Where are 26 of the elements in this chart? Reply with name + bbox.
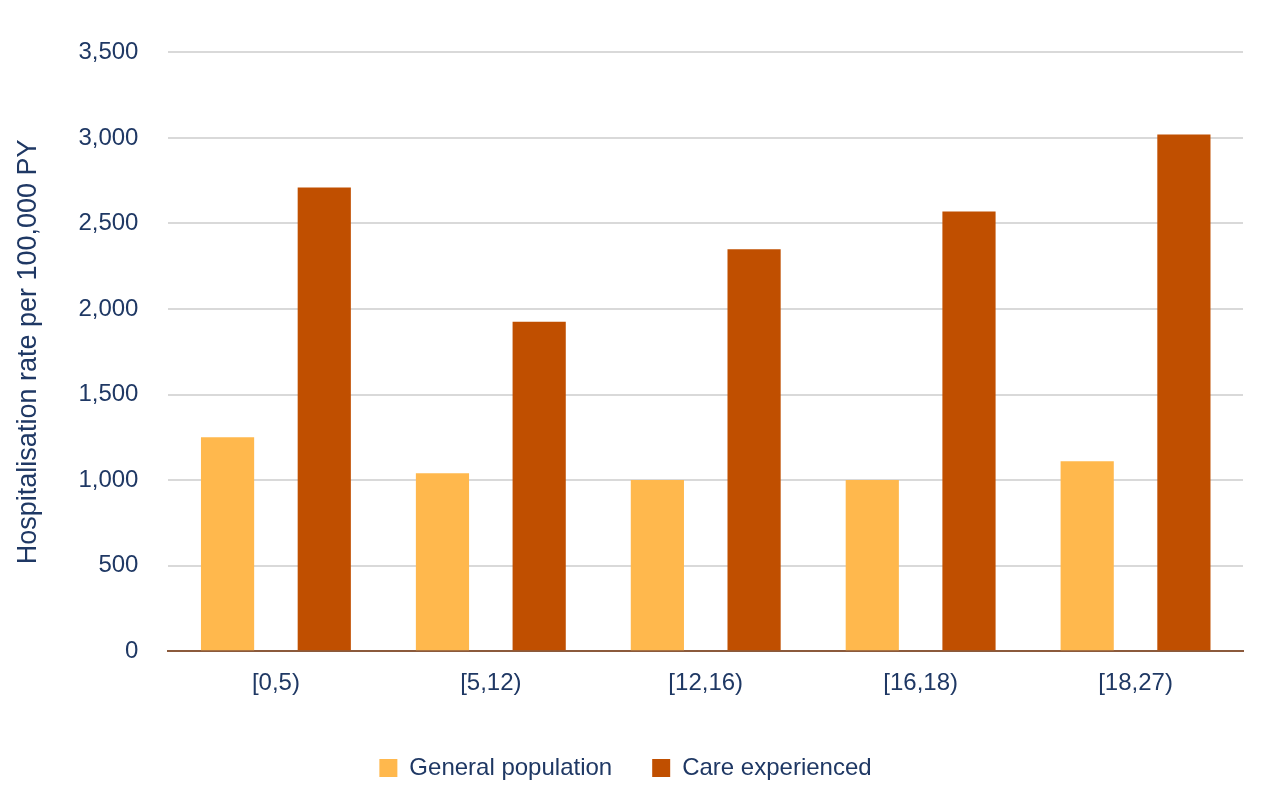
y-tick-label: 2,500 <box>78 208 139 236</box>
bar <box>1060 461 1114 651</box>
x-tick-label: [18,27) <box>1098 668 1173 696</box>
y-tick-label: 2,000 <box>78 293 139 321</box>
x-tick-label: [16,18) <box>883 668 958 696</box>
x-tick-label: [5,12) <box>460 668 522 696</box>
legend-label: Care experienced <box>682 752 872 780</box>
bar <box>512 321 566 651</box>
bar <box>297 187 351 651</box>
y-axis-title: Hospitalisation rate per 100,000 PY <box>11 139 42 565</box>
bar <box>727 249 781 651</box>
y-tick-label: 3,500 <box>78 37 139 65</box>
y-tick-label: 3,000 <box>78 122 139 150</box>
y-tick-label: 1,000 <box>78 464 139 492</box>
y-tick-label: 0 <box>125 635 139 663</box>
bar <box>630 480 684 651</box>
bar <box>845 480 899 651</box>
bar <box>1157 134 1211 651</box>
legend-label: General population <box>409 752 613 780</box>
bar <box>200 437 255 651</box>
x-tick-label: [12,16) <box>668 668 744 696</box>
y-tick-label: 1,500 <box>78 379 139 407</box>
y-tick-label: 500 <box>98 550 139 578</box>
bar <box>415 473 470 651</box>
bar <box>942 211 996 651</box>
x-tick-label: [0,5) <box>251 668 300 696</box>
